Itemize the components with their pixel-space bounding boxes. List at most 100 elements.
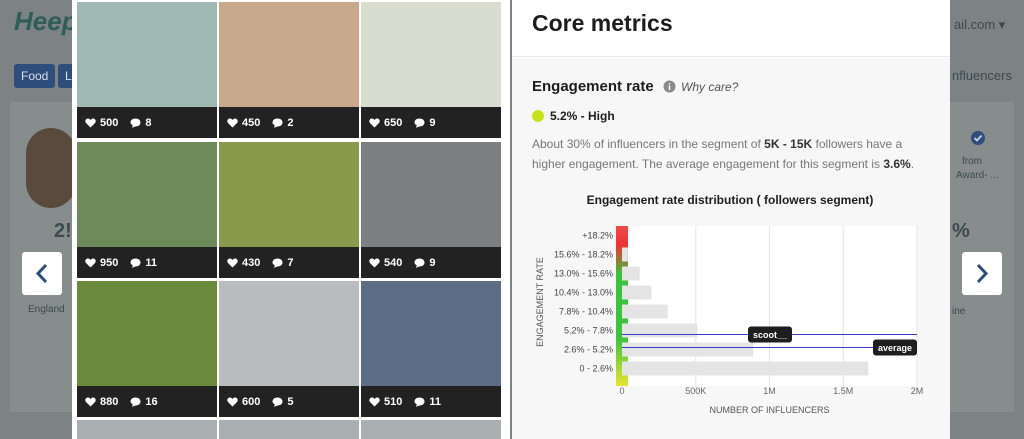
post-stats: 880 16 bbox=[77, 386, 217, 417]
comment-icon bbox=[414, 118, 425, 128]
comment-icon bbox=[272, 258, 283, 268]
likes-count: 600 bbox=[242, 395, 261, 408]
y-tick-label: 0 - 2.6% bbox=[579, 364, 613, 374]
heart-shape bbox=[85, 118, 96, 127]
rate-dot bbox=[532, 110, 544, 122]
annotation-label: average bbox=[878, 343, 912, 353]
post-tile[interactable]: 650 9 bbox=[361, 2, 501, 138]
metrics-panel: Core metrics Engagement rate Why care? 5… bbox=[512, 0, 950, 439]
y-tick-label: 13.0% - 15.6% bbox=[554, 269, 613, 279]
x-tick-label: 500K bbox=[685, 386, 706, 396]
chevron-left bbox=[35, 263, 48, 284]
post-stats: 500 8 bbox=[77, 107, 217, 138]
chevron-right bbox=[976, 263, 989, 284]
bar bbox=[622, 266, 640, 281]
bar bbox=[622, 342, 754, 357]
prev-button[interactable] bbox=[22, 252, 62, 295]
description-text: followers have a higher engagement. The … bbox=[532, 137, 903, 171]
likes-count: 540 bbox=[384, 256, 403, 269]
x-tick-label: 0 bbox=[619, 386, 624, 396]
bar bbox=[622, 304, 668, 319]
rate-label: 5.2% - High bbox=[550, 109, 615, 123]
y-tick-label: 2.6% - 5.2% bbox=[564, 345, 613, 355]
post-tile[interactable]: 430 7 bbox=[219, 142, 359, 278]
comment-icon bbox=[130, 258, 141, 268]
likes-count: 650 bbox=[384, 116, 403, 129]
description-text: . bbox=[910, 157, 915, 171]
avatar bbox=[26, 128, 76, 208]
panel-title: Core metrics bbox=[532, 10, 673, 36]
bar bbox=[622, 323, 698, 338]
description-text: 5K - 15K bbox=[764, 137, 813, 151]
post-grid: 500 8 450 2 650 9 950 11 430 7 540 9 880 16 600 5 510 11 bbox=[72, 0, 510, 439]
post-tile[interactable]: 500 8 bbox=[77, 2, 217, 138]
comment-icon bbox=[272, 118, 283, 128]
annotation-box bbox=[748, 326, 792, 343]
post-stats: 540 9 bbox=[361, 247, 501, 278]
likes-count: 450 bbox=[242, 116, 261, 129]
comment-shape bbox=[272, 397, 283, 407]
comments-count: 16 bbox=[145, 395, 158, 408]
x-tick-label: 1M bbox=[763, 386, 776, 396]
text: Award- ... bbox=[956, 170, 999, 181]
comments-count: 7 bbox=[287, 256, 294, 269]
comment-shape bbox=[414, 118, 425, 128]
heart-shape bbox=[369, 118, 380, 127]
heart-shape bbox=[85, 397, 96, 406]
post-image bbox=[77, 2, 217, 107]
post-image bbox=[219, 281, 359, 386]
x-tick-label: 1.5M bbox=[833, 386, 853, 396]
description: About 30% of influencers in the segment … bbox=[532, 134, 932, 174]
heart-shape bbox=[227, 118, 238, 127]
post-tile[interactable]: 450 2 bbox=[219, 2, 359, 138]
post-tile[interactable]: 880 16 bbox=[77, 281, 217, 417]
heart-icon bbox=[85, 258, 96, 267]
comment-icon bbox=[414, 397, 425, 407]
post-image bbox=[219, 142, 359, 247]
post-tile[interactable]: 540 9 bbox=[361, 142, 501, 278]
post-stats: 650 9 bbox=[361, 107, 501, 138]
likes-count: 950 bbox=[100, 256, 119, 269]
heart-icon bbox=[227, 258, 238, 267]
y-axis-label: ENGAGEMENT RATE bbox=[535, 257, 545, 347]
heart-icon bbox=[369, 397, 380, 406]
comment-icon bbox=[414, 258, 425, 268]
section-title: Engagement rate bbox=[532, 78, 654, 95]
comment-icon bbox=[130, 118, 141, 128]
comments-count: 9 bbox=[429, 256, 436, 269]
description-text: About 30% of influencers in the segment … bbox=[532, 137, 765, 151]
comment-icon bbox=[130, 397, 141, 407]
likes-count: 430 bbox=[242, 256, 261, 269]
post-tile[interactable]: 600 5 bbox=[219, 281, 359, 417]
heart-icon bbox=[227, 397, 238, 406]
stat: % bbox=[952, 220, 970, 242]
heart-shape bbox=[85, 258, 96, 267]
y-tick-label: 15.6% - 18.2% bbox=[554, 250, 613, 260]
comment-shape bbox=[130, 258, 141, 268]
heart-icon bbox=[85, 118, 96, 127]
heart-shape bbox=[369, 397, 380, 406]
comments-count: 11 bbox=[145, 256, 157, 269]
post-stats: 450 2 bbox=[219, 107, 359, 138]
bar bbox=[622, 361, 869, 376]
help-link[interactable]: Why care? bbox=[681, 80, 739, 94]
comments-count: 2 bbox=[287, 116, 294, 129]
y-tick-label: 10.4% - 13.0% bbox=[554, 288, 613, 298]
next-button[interactable] bbox=[962, 252, 1002, 295]
heart-icon bbox=[369, 258, 380, 267]
tag[interactable]: Food bbox=[14, 64, 56, 88]
heart-icon bbox=[85, 397, 96, 406]
verified-icon bbox=[971, 131, 985, 145]
heart-icon bbox=[369, 118, 380, 127]
post-tile[interactable]: 950 11 bbox=[77, 142, 217, 278]
post-stats: 430 7 bbox=[219, 247, 359, 278]
comments-count: 9 bbox=[429, 116, 436, 129]
post-tile[interactable]: 510 11 bbox=[361, 281, 501, 417]
post-stats: 950 11 bbox=[77, 247, 217, 278]
tab[interactable]: nfluencers bbox=[952, 68, 1012, 83]
y-tick-label: 7.8% - 10.4% bbox=[559, 307, 613, 317]
comment-shape bbox=[272, 258, 283, 268]
info-icon[interactable] bbox=[663, 80, 676, 93]
stat: 2! bbox=[54, 220, 72, 242]
post-image bbox=[361, 2, 501, 107]
